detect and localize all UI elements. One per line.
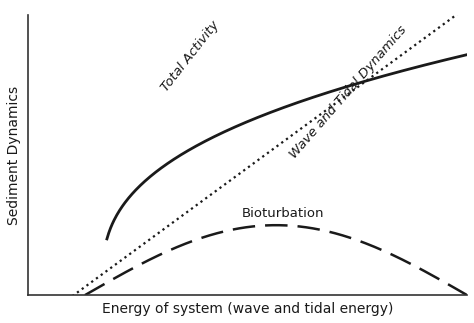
Text: Total Activity: Total Activity [159, 18, 222, 94]
Y-axis label: Sediment Dynamics: Sediment Dynamics [7, 86, 21, 225]
Text: Bioturbation: Bioturbation [241, 207, 324, 220]
Text: Wave and Tidal Dynamics: Wave and Tidal Dynamics [287, 23, 410, 161]
X-axis label: Energy of system (wave and tidal energy): Energy of system (wave and tidal energy) [102, 302, 393, 316]
